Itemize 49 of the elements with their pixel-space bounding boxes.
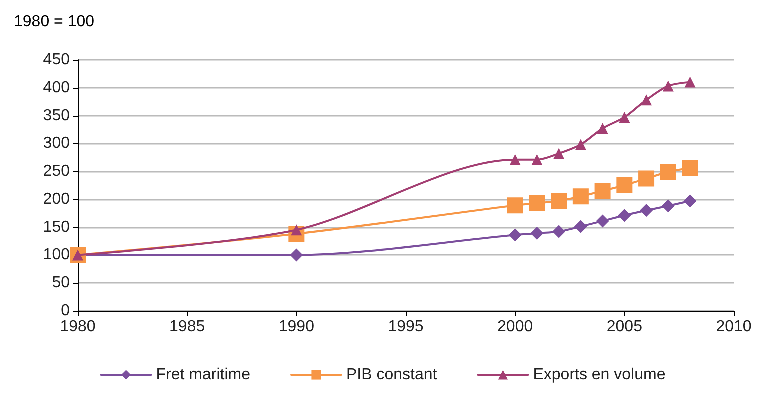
x-tick-label: 1980 [60, 318, 96, 336]
y-tick-label: 400 [43, 79, 70, 96]
point [594, 183, 611, 200]
point [616, 178, 633, 194]
point [662, 200, 675, 213]
y-tick-label: 250 [43, 163, 70, 180]
point [551, 193, 568, 210]
y-tick-label: 150 [43, 218, 70, 236]
y-tick-label: 350 [43, 107, 70, 124]
y-tick-label: 450 [43, 52, 70, 68]
x-tick-label: 1985 [170, 318, 206, 336]
point [530, 226, 544, 240]
x-tick-label: 1995 [388, 318, 424, 336]
y-tick-label: 0 [61, 302, 70, 320]
x-tick-label: 2010 [716, 318, 752, 336]
point [532, 154, 543, 166]
point [290, 248, 304, 262]
point [641, 94, 652, 106]
point [572, 188, 589, 205]
y-tick-label: 300 [43, 135, 70, 152]
point [638, 170, 655, 187]
y-tick-label: 100 [43, 246, 70, 264]
point [684, 76, 696, 88]
x-tick-label: 2005 [606, 318, 643, 336]
point [507, 198, 524, 214]
point [660, 164, 676, 180]
point [597, 123, 608, 134]
point [510, 154, 521, 166]
y-axis-title: 1980 = 100 [14, 14, 95, 30]
point [529, 195, 546, 212]
point [552, 225, 566, 238]
point [575, 139, 586, 150]
point [640, 204, 654, 218]
point [508, 228, 522, 242]
point [554, 148, 565, 160]
y-tick-label: 50 [52, 274, 70, 292]
point [574, 220, 588, 234]
y-tick-label: 200 [43, 190, 70, 208]
legend-label: PIB constant [346, 366, 438, 384]
point [619, 112, 630, 123]
x-tick-label: 1990 [278, 318, 315, 336]
point [662, 80, 674, 92]
point [682, 160, 698, 176]
legend-label: Fret maritime [156, 366, 251, 384]
point [618, 209, 632, 222]
x-tick-label: 2000 [498, 318, 534, 336]
point [596, 214, 610, 228]
legend-label: Exports en volume [533, 366, 666, 384]
point [684, 194, 697, 208]
